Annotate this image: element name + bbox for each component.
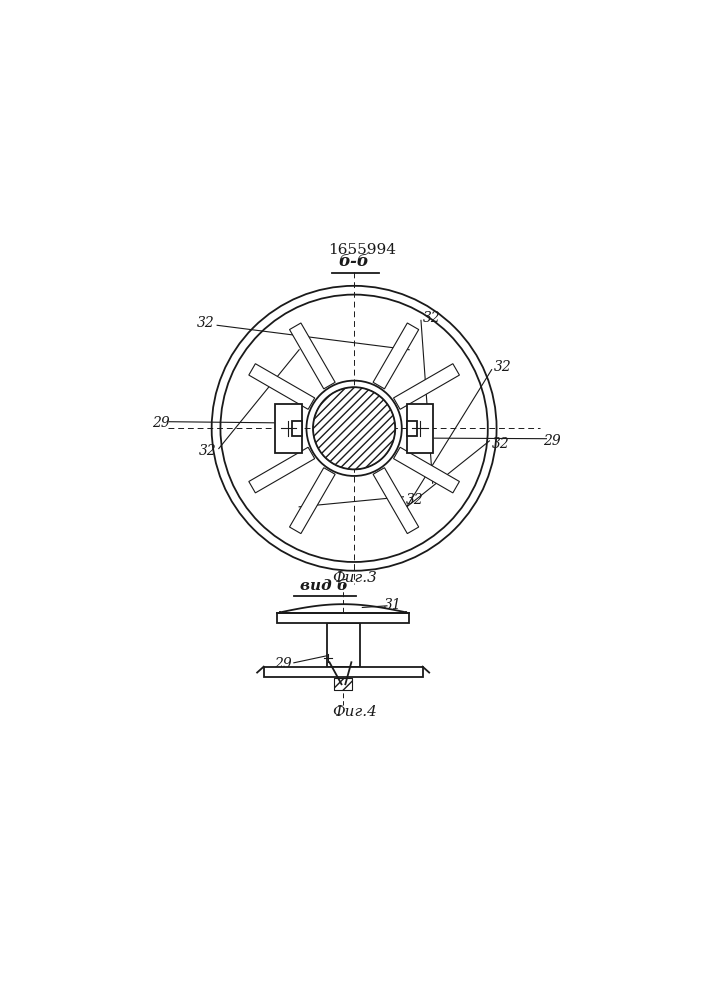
Text: 31: 31 [384,598,402,612]
Text: Фиг.3: Фиг.3 [332,571,377,585]
Text: 32: 32 [493,360,511,374]
Bar [277,613,409,623]
Bar [275,404,301,453]
Text: 29: 29 [152,416,170,430]
Polygon shape [290,323,335,389]
Text: вид б: вид б [300,579,348,593]
Text: 1655994: 1655994 [328,243,397,257]
Text: 32: 32 [423,311,440,325]
Text: б-б: б-б [339,253,370,270]
Text: 32: 32 [197,316,215,330]
Polygon shape [290,468,335,534]
Bar [407,421,416,436]
Bar [327,623,360,667]
Polygon shape [249,364,315,409]
Text: 32: 32 [199,444,217,458]
Bar [334,678,353,690]
Text: Фиг.4: Фиг.4 [332,705,377,719]
Circle shape [313,387,395,469]
Text: 29: 29 [274,657,292,671]
Polygon shape [373,468,419,534]
Bar [407,404,433,453]
Text: 29: 29 [543,434,561,448]
Polygon shape [373,323,419,389]
Polygon shape [249,447,315,493]
Polygon shape [394,364,460,409]
Text: 32: 32 [491,437,509,451]
Polygon shape [394,447,460,493]
Bar [334,678,353,690]
Bar [292,421,301,436]
Bar [264,667,423,677]
Text: 32: 32 [406,493,423,507]
